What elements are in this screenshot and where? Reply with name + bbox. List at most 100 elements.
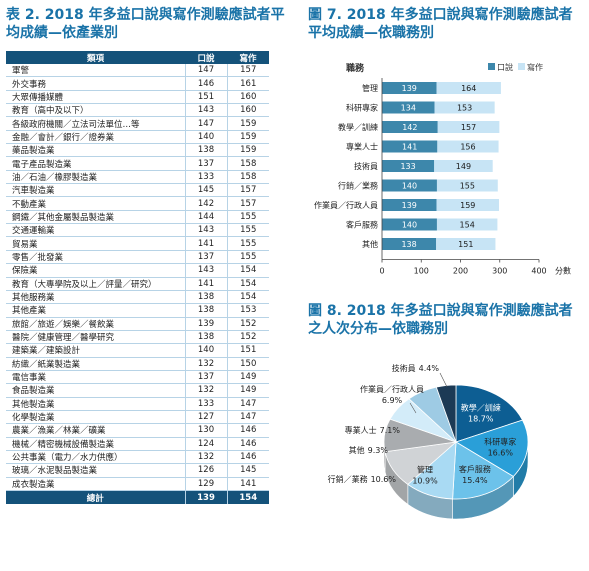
row-writing: 157 bbox=[226, 196, 269, 211]
row-writing: 155 bbox=[226, 210, 269, 225]
row-speaking: 138 bbox=[184, 303, 227, 318]
pie-slice-percent: 9.3% bbox=[368, 446, 389, 455]
bar-value-label: 139 bbox=[402, 84, 417, 93]
table-header-row: 類項 口說 寫作 bbox=[6, 51, 269, 64]
bar-speaking bbox=[382, 238, 437, 250]
row-speaking: 145 bbox=[184, 183, 227, 198]
pie-chart-title: 圖 8. 2018 年多益口說與寫作測驗應試者之人次分布—依職務別 bbox=[308, 303, 573, 337]
table-row: 鋼鐵／其他金屬製品製造業 144 155 bbox=[6, 210, 269, 225]
header-speaking: 口說 bbox=[185, 51, 227, 64]
row-category: 汽車製造業 bbox=[6, 183, 185, 198]
row-category: 交通運輸業 bbox=[6, 223, 185, 238]
pie-slice-percent: 10.9% bbox=[412, 477, 438, 486]
table-row: 紡織／紙業製造業 132 150 bbox=[6, 357, 269, 371]
pie-slice-percent: 7.1% bbox=[380, 426, 401, 435]
pie-slice-percent: 4.4% bbox=[419, 364, 440, 373]
row-speaking: 138 bbox=[184, 143, 227, 158]
table-row: 醫院／健康管理／醫學研究 138 152 bbox=[6, 330, 269, 345]
row-category: 大眾傳播媒體 bbox=[6, 90, 185, 105]
bar-value-label: 164 bbox=[461, 84, 476, 93]
row-category: 各級政府機關／立法司法單位…等 bbox=[6, 116, 185, 131]
table-row: 公共事業（電力／水力供應） 132 146 bbox=[6, 450, 269, 465]
bar-value-label: 141 bbox=[402, 143, 417, 152]
row-writing: 146 bbox=[226, 450, 269, 465]
bar-value-label: 159 bbox=[460, 201, 475, 210]
row-speaking: 133 bbox=[184, 170, 227, 185]
row-category: 旅館／旅遊／娛樂／餐飲業 bbox=[6, 317, 185, 331]
row-category: 公共事業（電力／水力供應） bbox=[6, 450, 185, 465]
bar-value-label: 138 bbox=[401, 240, 416, 249]
row-speaking: 143 bbox=[184, 223, 227, 238]
table-row: 其他製造業 133 147 bbox=[6, 397, 269, 411]
table-row: 食品製造業 132 149 bbox=[6, 383, 269, 398]
bar-chart-title: 圖 7. 2018 年多益口說與寫作測驗應試者平均成績—依職務別 bbox=[308, 7, 573, 41]
x-tick-label: 100 bbox=[414, 267, 429, 276]
row-category: 成衣製造業 bbox=[6, 477, 185, 492]
y-tick-label: 客戶服務 bbox=[346, 220, 378, 230]
pie-slice-label: 管理 bbox=[417, 465, 433, 475]
row-category: 電信事業 bbox=[6, 370, 185, 385]
row-writing: 154 bbox=[226, 277, 269, 291]
row-speaking: 138 bbox=[184, 290, 227, 305]
bar-speaking bbox=[382, 179, 437, 192]
row-writing: 147 bbox=[226, 410, 269, 425]
table-title: 表 2. 2018 年多益口說與寫作測驗應試者平均成績—依產業別 bbox=[6, 7, 285, 41]
row-category: 保險業 bbox=[6, 263, 185, 278]
row-category: 其他產業 bbox=[6, 303, 185, 318]
table-row: 零售／批發業 137 155 bbox=[6, 250, 269, 265]
row-writing: 152 bbox=[226, 317, 269, 331]
row-speaking: 137 bbox=[184, 156, 227, 171]
bar-speaking bbox=[382, 101, 435, 114]
row-category: 外交事務 bbox=[6, 76, 185, 91]
table-row: 金融／會計／銀行／證券業 140 159 bbox=[6, 130, 269, 145]
pie-slice-label: 專業人士 7.1% bbox=[345, 425, 401, 435]
table-row: 保險業 143 154 bbox=[6, 263, 269, 278]
table-total-row: 總計 139 154 bbox=[6, 490, 269, 504]
bar-value-label: 149 bbox=[456, 162, 471, 171]
bar-writing bbox=[437, 121, 500, 133]
table-row: 油／石油／橡膠製造業 133 158 bbox=[6, 170, 269, 185]
row-speaking: 141 bbox=[184, 277, 227, 291]
bar-value-label: 151 bbox=[458, 240, 473, 249]
table-row: 化學製造業 127 147 bbox=[6, 410, 269, 425]
row-writing: 158 bbox=[226, 156, 269, 171]
y-axis-label: 職務 bbox=[346, 62, 365, 74]
bar-speaking bbox=[382, 199, 437, 211]
row-speaking: 143 bbox=[184, 263, 227, 278]
row-writing: 149 bbox=[226, 383, 269, 398]
pie-slice-label: 客戶服務 bbox=[459, 464, 491, 474]
row-speaking: 144 bbox=[184, 210, 227, 225]
row-writing: 157 bbox=[226, 183, 269, 198]
job-distribution-pie-chart: 教學／訓練 18.7% 科研專家 16.6% 客戶服務 15.4% 管理 10.9% 行銷／業務… bbox=[328, 363, 529, 520]
row-writing: 149 bbox=[226, 370, 269, 385]
row-writing: 146 bbox=[226, 437, 269, 451]
total-speaking: 139 bbox=[184, 490, 227, 504]
bar-writing bbox=[436, 199, 499, 211]
table-row: 電信事業 137 149 bbox=[6, 370, 269, 385]
row-writing: 152 bbox=[226, 330, 269, 345]
row-speaking: 147 bbox=[184, 64, 227, 78]
row-writing: 145 bbox=[226, 463, 269, 478]
y-tick-label: 管理 bbox=[362, 83, 378, 93]
row-speaking: 146 bbox=[184, 76, 227, 91]
pie-slice bbox=[455, 419, 529, 477]
leader-line bbox=[409, 402, 417, 414]
row-writing: 146 bbox=[226, 423, 269, 438]
x-axis-label: 分數 bbox=[555, 266, 571, 276]
pie-slice-label: 其他 9.3% bbox=[349, 445, 389, 455]
row-speaking: 142 bbox=[184, 196, 227, 211]
row-speaking: 151 bbox=[184, 90, 227, 105]
table-row: 成衣製造業 129 141 bbox=[6, 477, 269, 492]
bar-value-label: 133 bbox=[400, 162, 415, 171]
row-speaking: 137 bbox=[184, 250, 227, 265]
row-writing: 141 bbox=[226, 477, 269, 492]
row-category: 玻璃／水泥製品製造業 bbox=[6, 463, 185, 478]
row-speaking: 137 bbox=[184, 370, 227, 385]
pie-slice-percent: 15.4% bbox=[462, 476, 488, 485]
row-writing: 157 bbox=[226, 64, 269, 78]
table-row: 其他服務業 138 154 bbox=[6, 290, 269, 305]
y-tick-label: 科研專家 bbox=[346, 103, 378, 113]
table-row: 汽車製造業 145 157 bbox=[6, 183, 269, 198]
bar-value-label: 139 bbox=[402, 201, 417, 210]
bar-value-label: 134 bbox=[401, 104, 416, 113]
